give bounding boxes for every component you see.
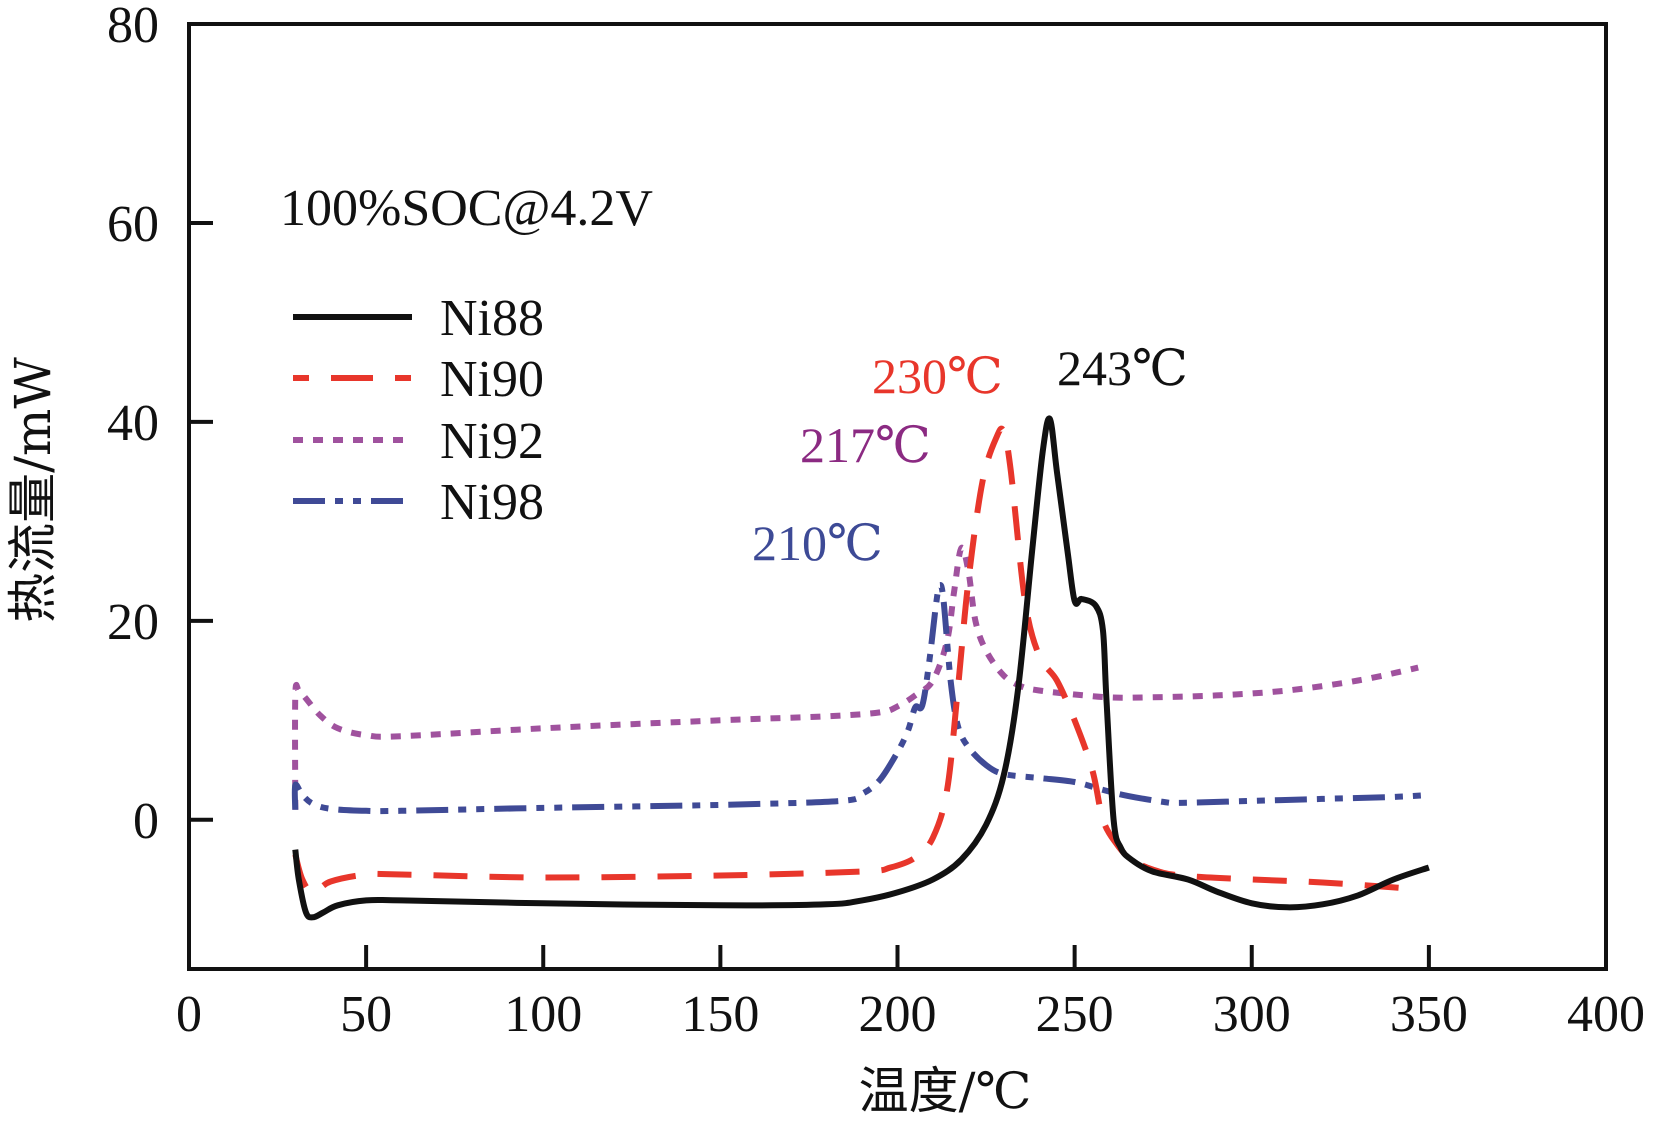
plot-frame <box>187 22 1608 971</box>
x-tick-label: 0 <box>176 986 202 1043</box>
x-tick-label: 400 <box>1567 986 1645 1043</box>
ticks-layer <box>189 220 1431 969</box>
series-line-ni88 <box>292 415 1430 921</box>
peak-label-ni90: 230℃ <box>872 348 1003 404</box>
x-tick-label: 300 <box>1213 986 1291 1043</box>
series-layer <box>291 415 1430 921</box>
x-tick-label: 200 <box>859 986 937 1043</box>
peak-annotations: 230℃ 243℃ 217℃ 210℃ <box>752 340 1188 571</box>
y-tick-labels: 0 20 40 60 80 <box>107 0 159 850</box>
x-tick-label: 250 <box>1036 986 1114 1043</box>
x-tick-label: 100 <box>504 986 582 1043</box>
x-tick-label: 50 <box>340 986 392 1043</box>
legend-label: Ni98 <box>440 474 544 531</box>
series-line-ni92 <box>292 544 1419 810</box>
legend-item-ni88: Ni88 <box>293 290 544 347</box>
x-tick-labels: 0 50 100 150 200 250 300 350 400 <box>176 986 1645 1043</box>
x-axis-label: 温度/℃ <box>859 1062 1032 1120</box>
legend-label: Ni90 <box>440 351 544 408</box>
legend-label: Ni92 <box>440 413 544 470</box>
y-axis-label: 热流量/mW <box>4 357 62 623</box>
y-tick-label: 40 <box>107 395 159 452</box>
condition-label: 100%SOC@4.2V <box>280 180 653 237</box>
y-tick-label: 80 <box>107 0 159 54</box>
peak-label-ni92: 217℃ <box>800 417 931 473</box>
series-line-ni98 <box>291 582 1430 815</box>
x-tick-label: 150 <box>681 986 759 1043</box>
legend-item-ni92: Ni92 <box>293 413 544 470</box>
y-tick-label: 60 <box>107 196 159 253</box>
peak-label-ni88: 243℃ <box>1057 340 1188 396</box>
y-tick-label: 0 <box>133 793 159 850</box>
legend-label: Ni88 <box>440 290 544 347</box>
peak-label-ni98: 210℃ <box>752 515 883 571</box>
legend-item-ni98: Ni98 <box>293 474 544 531</box>
y-tick-label: 20 <box>107 594 159 651</box>
legend-item-ni90: Ni90 <box>293 351 544 408</box>
x-tick-label: 350 <box>1390 986 1468 1043</box>
